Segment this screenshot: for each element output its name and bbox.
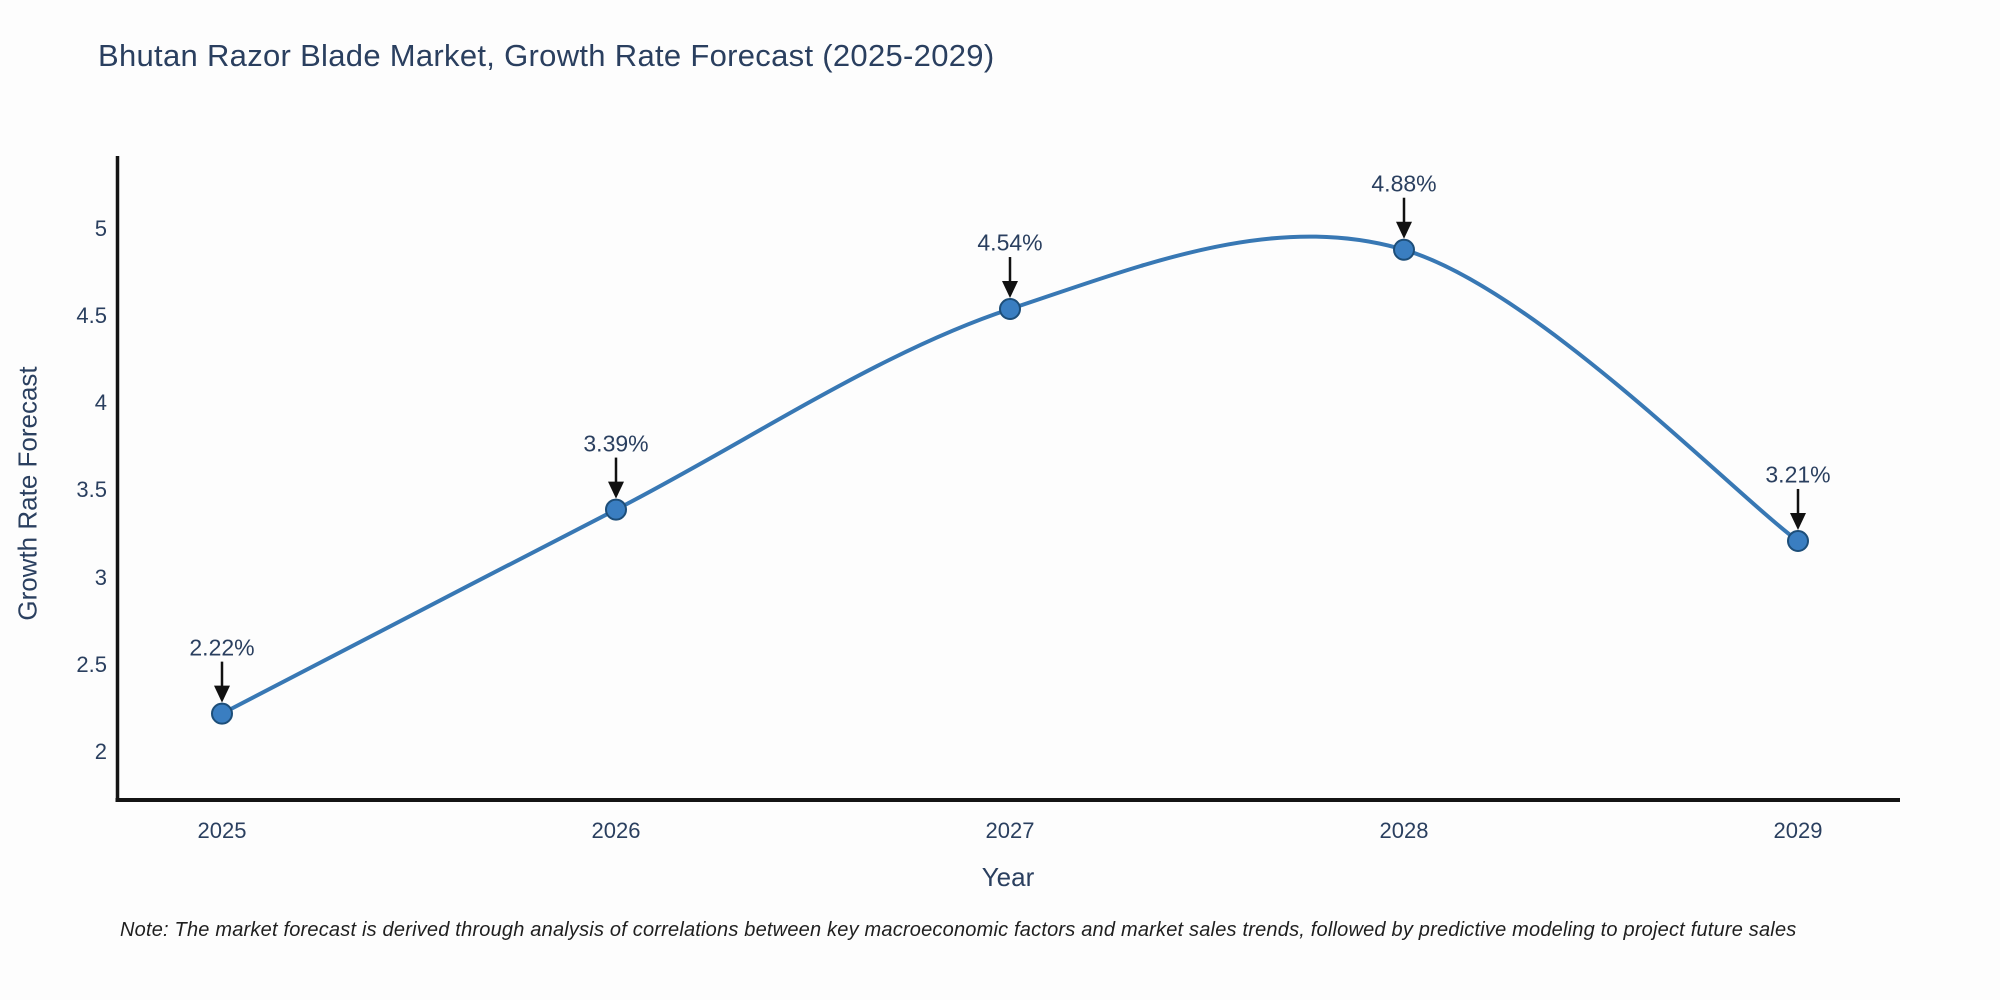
data-point-marker bbox=[999, 298, 1021, 321]
data-point-marker bbox=[1393, 238, 1415, 261]
x-axis-label: Year bbox=[981, 862, 1035, 892]
y-tick-label: 4.5 bbox=[76, 303, 107, 328]
y-tick-label: 2 bbox=[94, 739, 107, 764]
data-point-marker bbox=[605, 498, 627, 521]
annotation-arrowhead-icon bbox=[1790, 512, 1806, 530]
annotation-arrowhead-icon bbox=[1002, 281, 1018, 299]
point-value-label: 3.39% bbox=[583, 430, 649, 457]
y-tick-label: 5 bbox=[94, 215, 107, 241]
data-point-marker bbox=[211, 702, 233, 725]
annotation-arrowhead-icon bbox=[608, 481, 624, 499]
chart-title: Bhutan Razor Blade Market, Growth Rate F… bbox=[98, 38, 995, 73]
point-value-label: 4.88% bbox=[1371, 170, 1437, 197]
y-tick-label: 2.5 bbox=[76, 651, 107, 677]
data-point-marker bbox=[1787, 529, 1809, 552]
x-tick-label: 2025 bbox=[197, 818, 247, 843]
x-tick-label: 2027 bbox=[985, 818, 1035, 843]
x-tick-label: 2028 bbox=[1379, 818, 1429, 843]
point-value-label: 4.54% bbox=[977, 229, 1043, 256]
footnote: Note: The market forecast is derived thr… bbox=[120, 919, 1797, 941]
y-tick-label: 3.5 bbox=[76, 477, 107, 503]
point-value-label: 3.21% bbox=[1765, 461, 1831, 488]
x-tick-label: 2026 bbox=[591, 818, 641, 843]
annotation-arrowhead-icon bbox=[1396, 221, 1412, 239]
x-tick-label: 2029 bbox=[1773, 818, 1823, 843]
annotation-arrowhead-icon bbox=[214, 685, 230, 703]
point-value-label: 2.22% bbox=[189, 634, 255, 661]
y-tick-label: 4 bbox=[94, 390, 107, 416]
y-tick-label: 3 bbox=[94, 564, 107, 590]
